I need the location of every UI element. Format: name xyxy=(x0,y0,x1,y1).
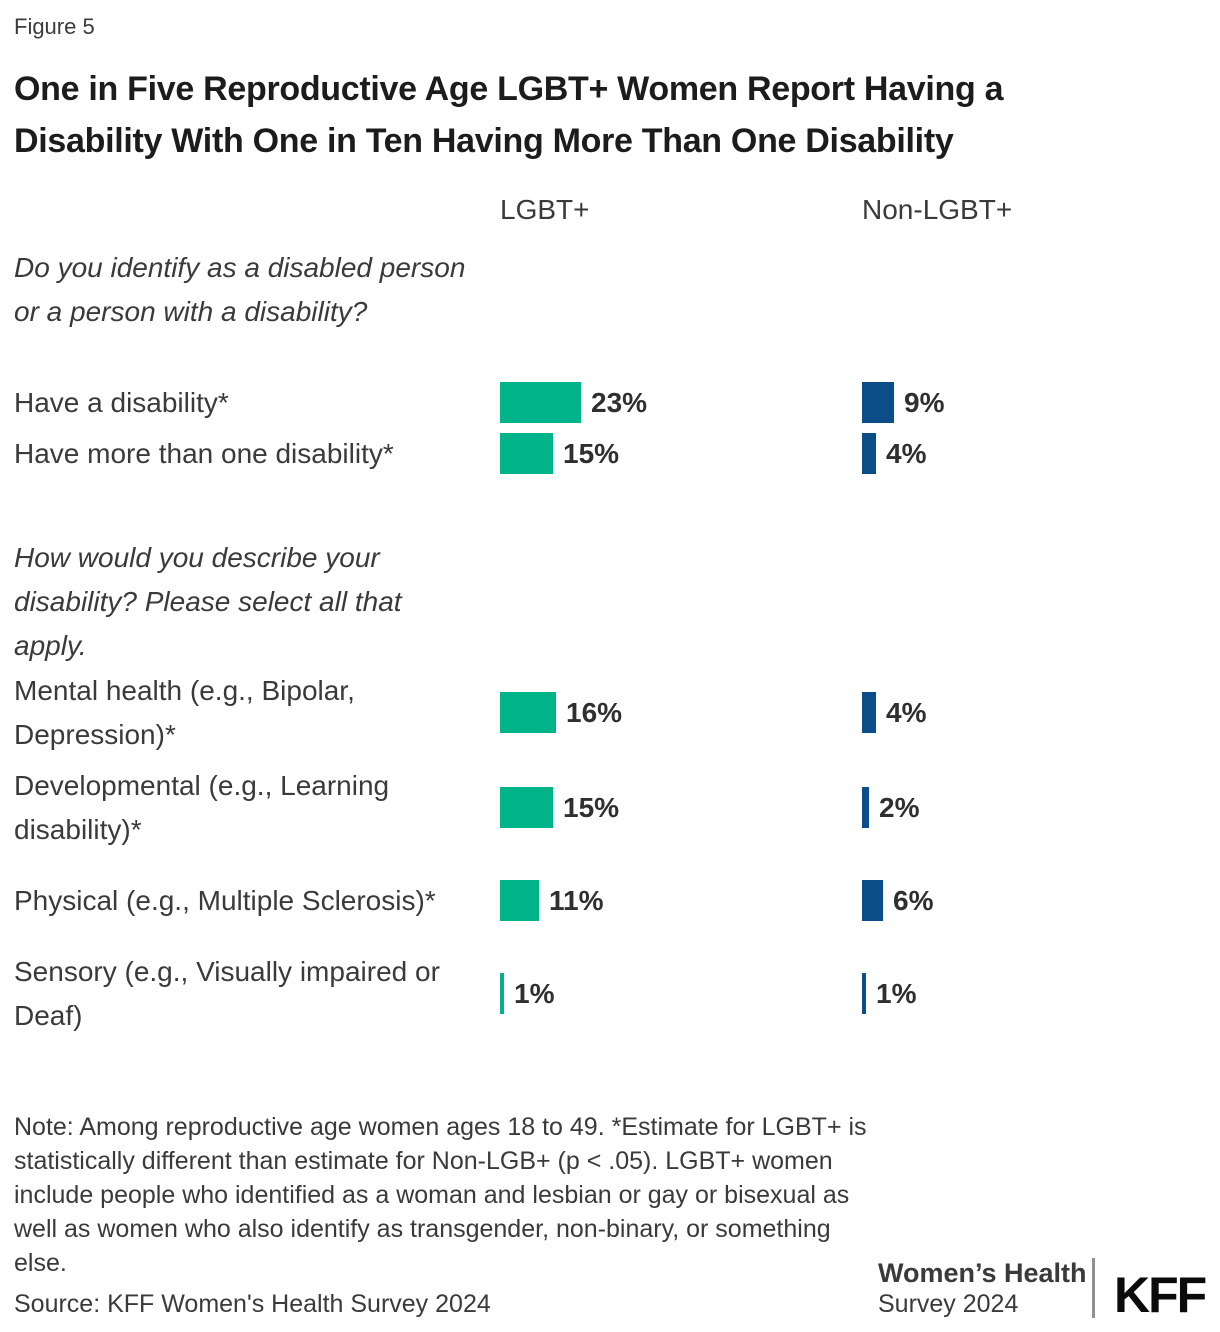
non-lgbt-value: 4% xyxy=(886,438,927,469)
footer-program-subtitle: Survey 2024 xyxy=(878,1290,1019,1318)
row-label: Physical (e.g., Multiple Sclerosis)* xyxy=(14,885,436,916)
column-header-non-lgbt: Non-LGBT+ xyxy=(862,194,1013,225)
lgbt-value: 11% xyxy=(549,885,604,916)
question-identify-disability: Do you identify as a disabled person or … xyxy=(14,252,466,327)
lgbt-value: 23% xyxy=(591,387,648,418)
non-lgbt-value: 4% xyxy=(886,697,927,728)
lgbt-bar xyxy=(500,787,553,828)
non-lgbt-bar xyxy=(862,787,869,828)
lgbt-value: 15% xyxy=(563,792,620,823)
row-label: Have a disability* xyxy=(14,386,229,418)
chart-title-line-2: Disability With One in Ten Having More T… xyxy=(14,122,954,160)
column-header-lgbt: LGBT+ xyxy=(500,194,590,225)
lgbt-bar xyxy=(500,973,504,1014)
non-lgbt-bar xyxy=(862,382,894,423)
non-lgbt-value: 6% xyxy=(893,885,934,916)
lgbt-value: 15% xyxy=(563,438,620,469)
chart-title-line-1: One in Five Reproductive Age LGBT+ Women… xyxy=(14,70,1004,108)
non-lgbt-bar xyxy=(862,973,866,1014)
footer-divider xyxy=(1092,1258,1095,1318)
non-lgbt-value: 2% xyxy=(879,792,920,823)
lgbt-value: 16% xyxy=(566,697,623,728)
figure-label: Figure 5 xyxy=(14,14,95,39)
kff-logo: KFF xyxy=(1114,1267,1207,1323)
non-lgbt-value: 9% xyxy=(904,387,945,418)
row-label: Sensory (e.g., Visually impaired or Deaf… xyxy=(14,956,440,1031)
lgbt-value: 1% xyxy=(514,978,555,1009)
source-text: Source: KFF Women's Health Survey 2024 xyxy=(14,1290,491,1318)
row-label: Have more than one disability* xyxy=(14,437,394,469)
lgbt-bar xyxy=(500,880,539,921)
lgbt-bar xyxy=(500,433,553,474)
question-describe-disability: How would you describe your disability? … xyxy=(14,542,402,661)
lgbt-bar xyxy=(500,692,556,733)
non-lgbt-value: 1% xyxy=(876,978,917,1009)
non-lgbt-bar xyxy=(862,433,876,474)
row-label: Mental health (e.g., Bipolar, Depression… xyxy=(14,675,355,750)
row-label: Developmental (e.g., Learning disability… xyxy=(14,770,390,845)
footer-program-name: Women’s Health xyxy=(878,1258,1087,1288)
lgbt-bar xyxy=(500,382,581,423)
note-text: Note: Among reproductive age women ages … xyxy=(14,1113,867,1277)
non-lgbt-bar xyxy=(862,692,876,733)
non-lgbt-bar xyxy=(862,880,883,921)
